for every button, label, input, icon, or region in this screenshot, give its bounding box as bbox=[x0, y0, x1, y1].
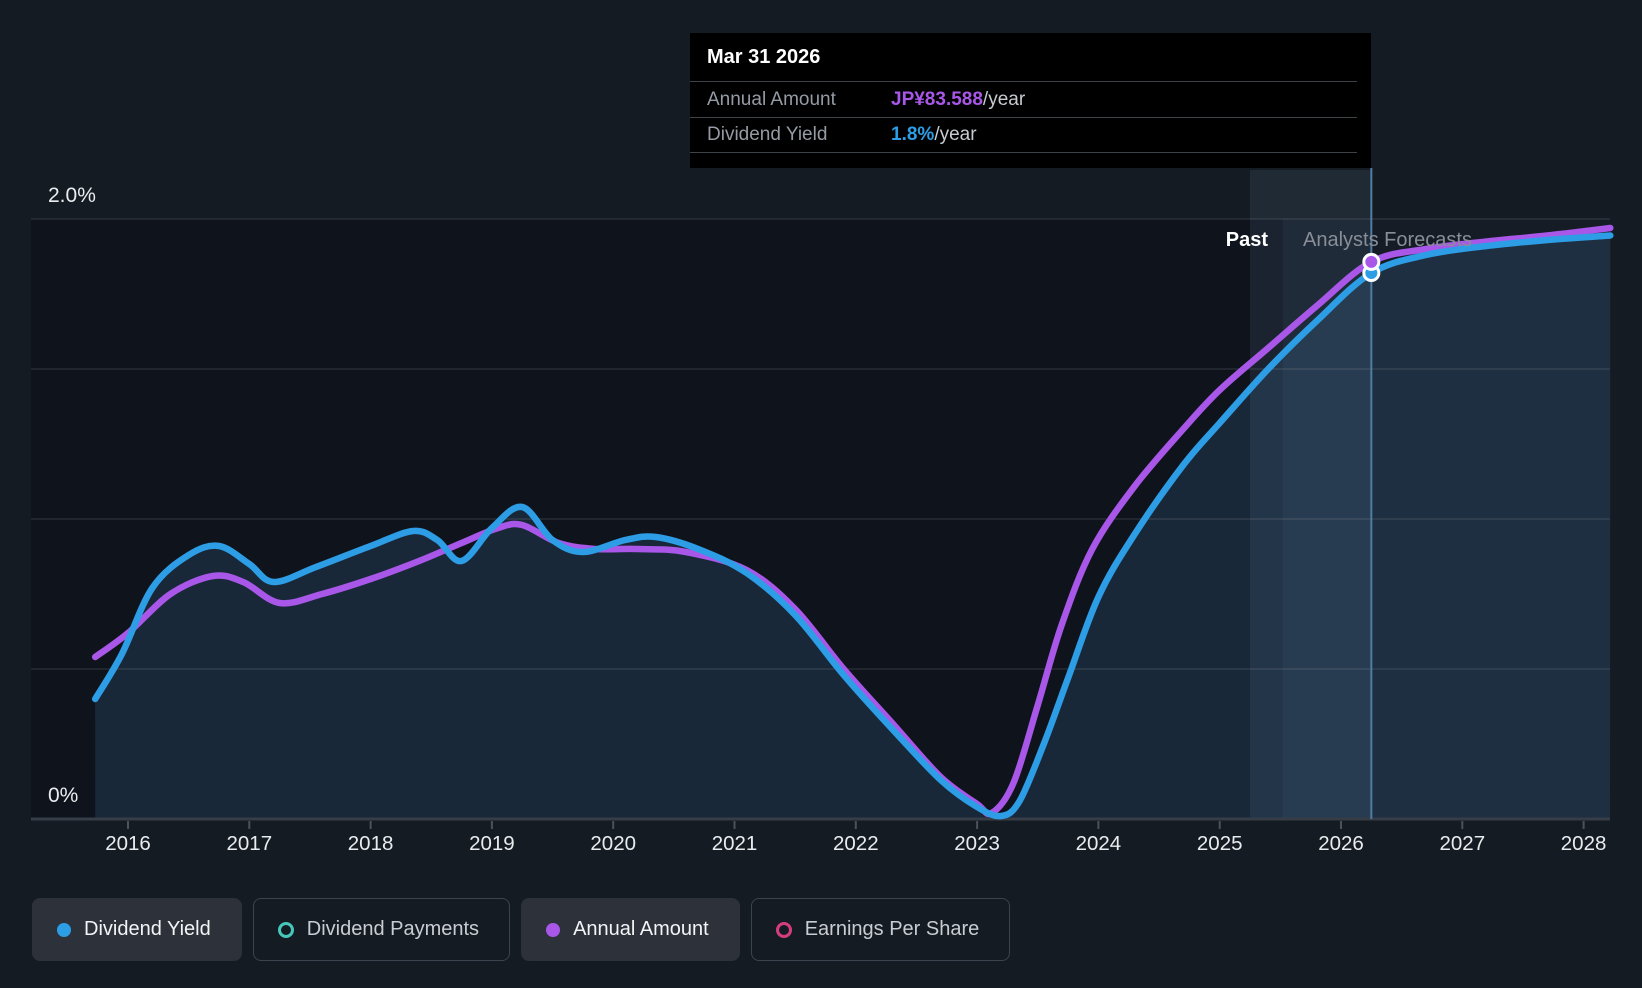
x-axis-year-label: 2016 bbox=[105, 832, 151, 855]
x-axis-year-label: 2020 bbox=[590, 832, 636, 855]
x-axis-year-label: 2017 bbox=[226, 832, 272, 855]
tooltip-label: Annual Amount bbox=[707, 88, 836, 110]
x-axis-year-label: 2019 bbox=[469, 832, 515, 855]
past-label: Past bbox=[1225, 229, 1268, 251]
tooltip-row-annual-amount: Annual Amount JP¥83.588 /year bbox=[690, 81, 1357, 117]
x-axis-year-label: 2025 bbox=[1197, 832, 1243, 855]
x-axis-year-label: 2024 bbox=[1076, 832, 1122, 855]
dividend-yield-area-fill bbox=[95, 235, 1611, 819]
chart-legend: Dividend Yield Dividend Payments Annual Am… bbox=[32, 898, 1011, 961]
legend-chip-earnings-per-share[interactable]: Earnings Per Share bbox=[750, 898, 1011, 961]
x-axis-year-label: 2026 bbox=[1318, 832, 1364, 855]
tooltip-value: 1.8% bbox=[891, 124, 935, 145]
legend-chip-label: Dividend Yield bbox=[84, 918, 211, 940]
x-axis-year-label: 2028 bbox=[1561, 832, 1607, 855]
tooltip-value: JP¥83.588 bbox=[891, 88, 983, 110]
legend-chip-dividend-yield[interactable]: Dividend Yield bbox=[32, 898, 242, 961]
plot-area-background bbox=[31, 219, 1610, 819]
x-axis-year-label: 2023 bbox=[954, 832, 1000, 855]
analysts-forecasts-label: Analysts Forecasts bbox=[1303, 229, 1472, 251]
x-axis-year-label: 2022 bbox=[833, 832, 879, 855]
dividend-yield-line bbox=[91, 232, 1614, 820]
hover-highlight-band bbox=[1250, 170, 1372, 819]
legend-solid-dot-icon bbox=[546, 922, 561, 937]
annual-amount-line bbox=[91, 224, 1614, 818]
legend-chip-label: Earnings Per Share bbox=[804, 918, 980, 940]
tooltip-suffix: /year bbox=[934, 124, 977, 145]
tooltip-label: Dividend Yield bbox=[707, 124, 828, 145]
y-axis-label: 2.0% bbox=[48, 184, 96, 207]
legend-solid-dot-icon bbox=[57, 922, 71, 937]
legend-chip-annual-amount[interactable]: Annual Amount bbox=[521, 898, 740, 961]
analysts-forecast-region bbox=[1282, 219, 1610, 819]
legend-chip-label: Annual Amount bbox=[573, 918, 709, 940]
x-axis-year-label: 2021 bbox=[712, 832, 758, 855]
tooltip-suffix: /year bbox=[982, 88, 1026, 110]
legend-ring-icon bbox=[775, 921, 792, 938]
legend-ring-icon bbox=[277, 921, 294, 938]
tooltip-date: Mar 31 2026 bbox=[707, 45, 821, 68]
hover-tooltip: Mar 31 2026 Annual Amount JP¥83.588 /yea… bbox=[690, 33, 1371, 168]
x-axis-year-label: 2027 bbox=[1439, 832, 1485, 855]
y-axis-label: 0% bbox=[48, 784, 78, 807]
legend-chip-dividend-payments[interactable]: Dividend Payments bbox=[252, 898, 511, 961]
tooltip-row-dividend-yield: Dividend Yield 1.8% /year bbox=[690, 117, 1357, 153]
annual-amount-marker bbox=[1362, 252, 1381, 271]
legend-chip-label: Dividend Payments bbox=[306, 918, 480, 940]
x-axis-year-label: 2018 bbox=[348, 832, 394, 855]
